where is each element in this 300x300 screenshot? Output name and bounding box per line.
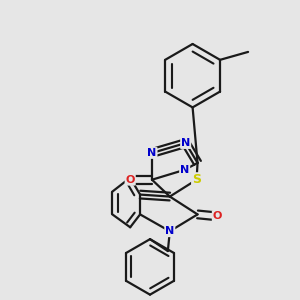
Text: O: O: [125, 175, 135, 185]
Text: S: S: [192, 173, 201, 186]
Text: O: O: [213, 212, 222, 221]
Text: N: N: [165, 226, 174, 236]
Text: N: N: [181, 138, 190, 148]
Text: N: N: [180, 165, 189, 175]
Text: N: N: [147, 148, 157, 158]
